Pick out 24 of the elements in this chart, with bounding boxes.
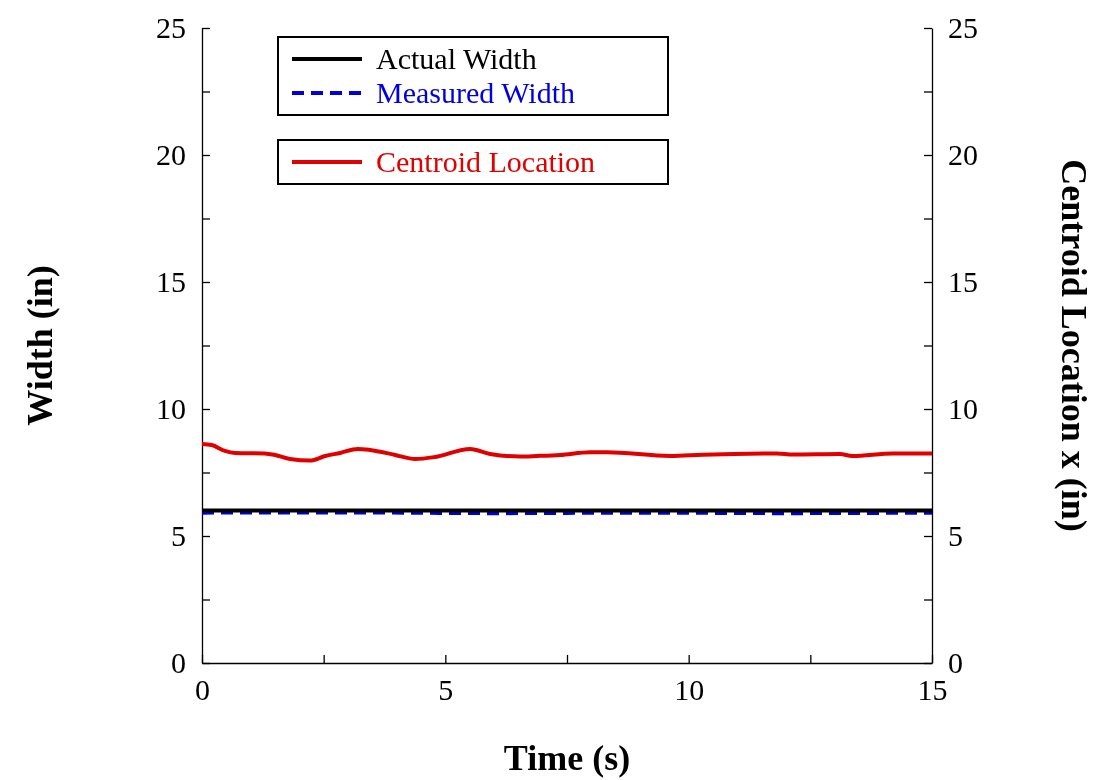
x-tick-label: 15	[917, 673, 948, 707]
y2-tick-label: 20	[948, 138, 978, 172]
y-tick-label: 15	[156, 265, 186, 299]
legend-label: Actual Width	[376, 42, 537, 75]
y2-tick-label: 25	[948, 11, 978, 45]
x-tick-label: 0	[195, 673, 210, 707]
y2-tick-label: 10	[948, 392, 978, 426]
y-tick-label: 0	[171, 646, 186, 680]
legend-label: Centroid Location	[376, 145, 596, 178]
y-tick-label: 25	[156, 11, 186, 45]
x-axis-title: Time (s)	[503, 738, 631, 778]
y2-tick-label: 0	[948, 646, 963, 680]
y-tick-label: 10	[156, 392, 186, 426]
y2-tick-label: 5	[948, 519, 963, 553]
legend-label: Measured Width	[376, 76, 576, 109]
y-axis-title: Width (in)	[20, 265, 60, 426]
y2-axis-title: Centroid Location x (in)	[1054, 159, 1094, 532]
y2-tick-label: 15	[948, 265, 978, 299]
legend: Centroid Location	[277, 139, 669, 185]
x-tick-label: 5	[438, 673, 454, 707]
x-tick-label: 10	[674, 673, 705, 707]
y-tick-label: 20	[156, 138, 186, 172]
line-series	[200, 442, 934, 463]
y-tick-label: 5	[171, 519, 186, 553]
